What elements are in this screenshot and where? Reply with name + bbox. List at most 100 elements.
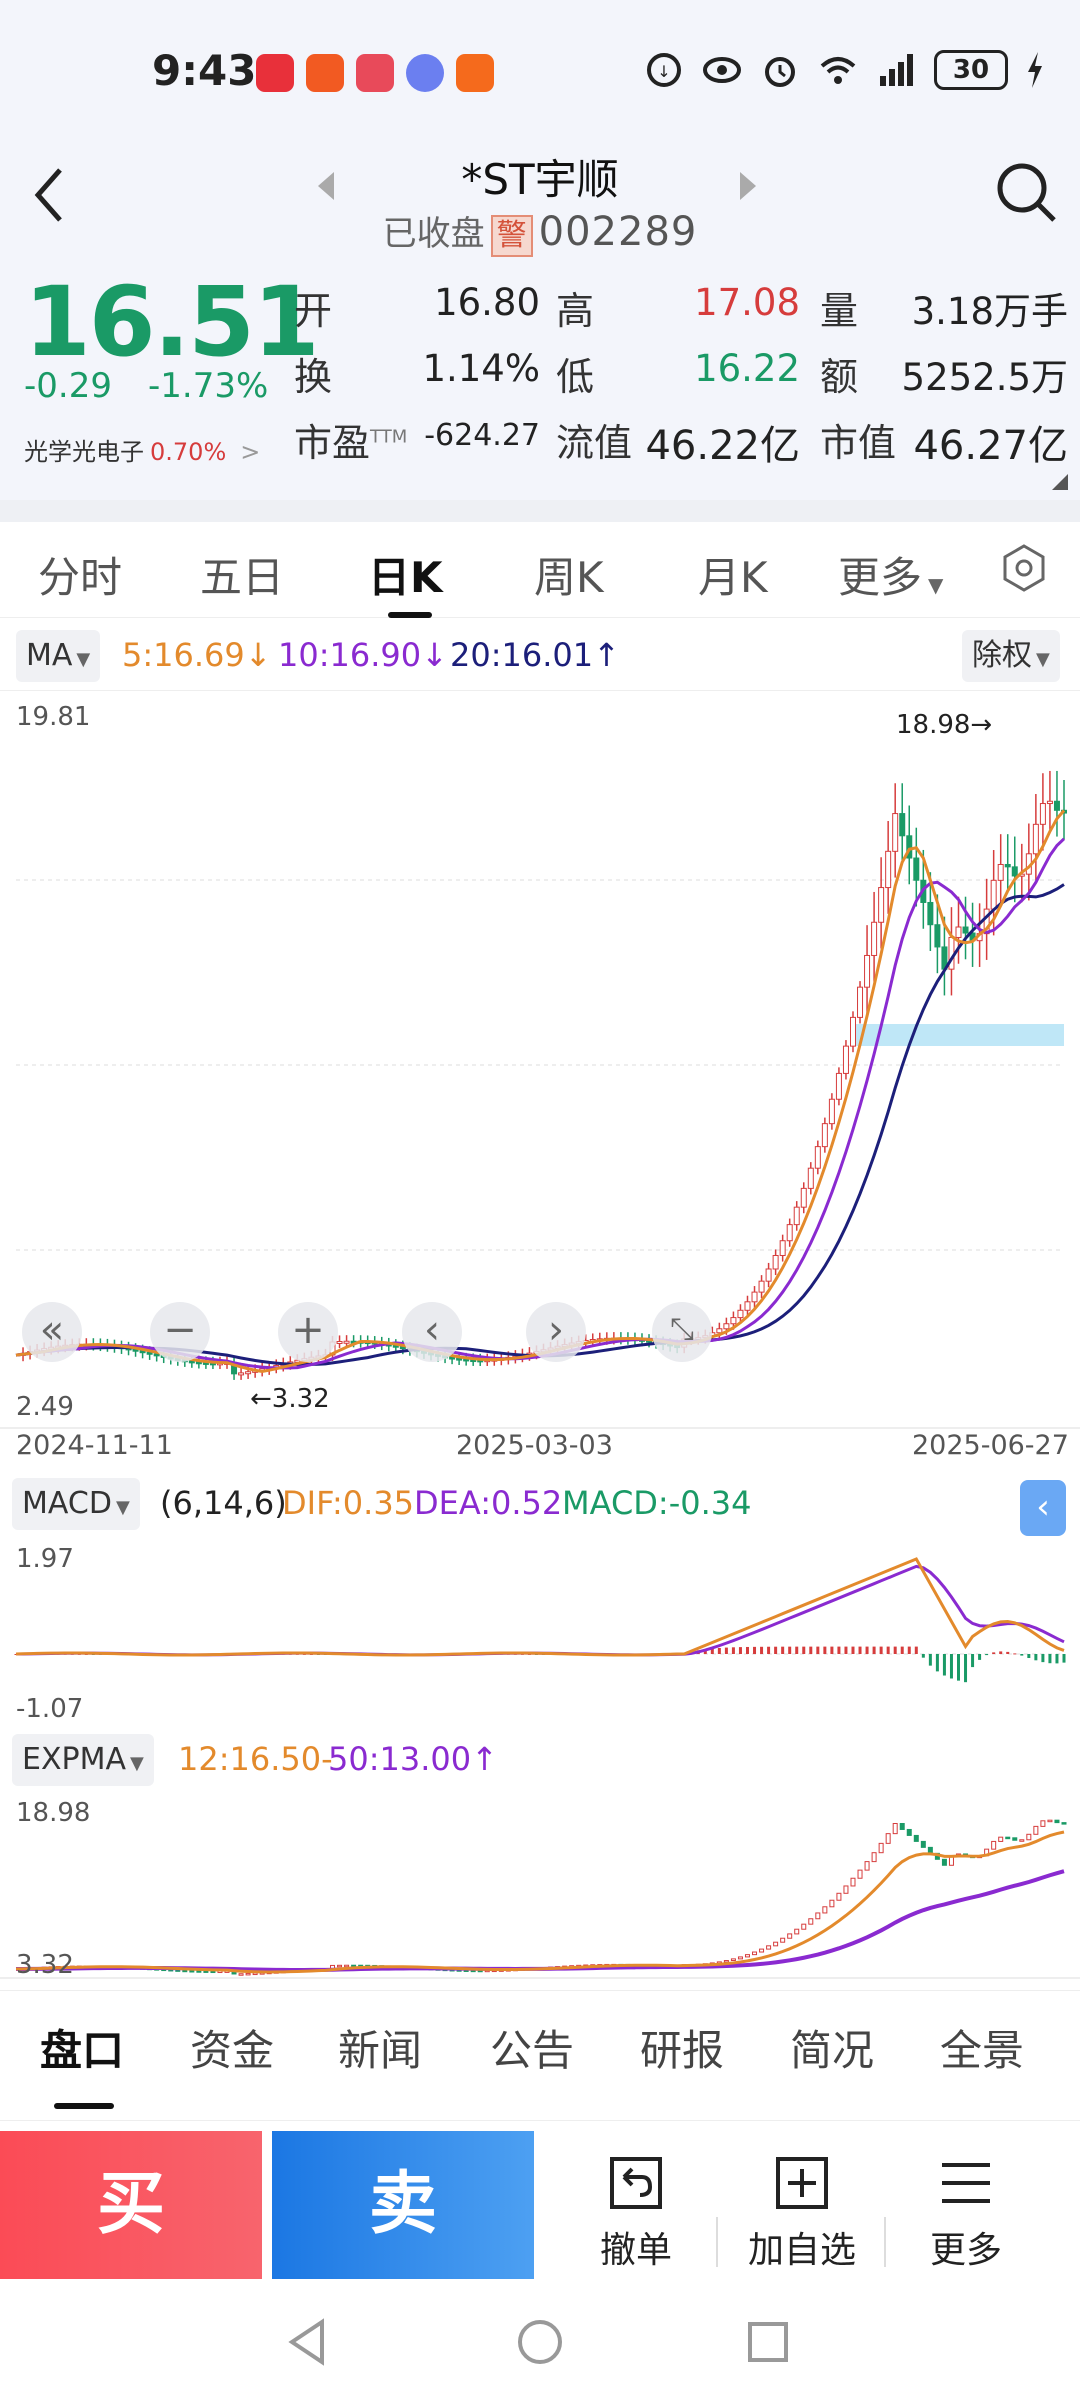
nav-recents-icon[interactable]: [738, 2312, 798, 2372]
app-notification-icon: [456, 54, 494, 92]
candle-body: [1039, 803, 1046, 825]
scroll-right-button[interactable]: ›: [526, 1302, 586, 1362]
macd-bar: [1034, 1654, 1038, 1661]
macd-selector[interactable]: MACD ▼: [12, 1478, 140, 1530]
tab-funds[interactable]: 资金: [190, 2026, 275, 2075]
expma-candle: [1040, 1820, 1046, 1827]
tab-research[interactable]: 研报: [640, 2026, 725, 2075]
tab-weekly-k[interactable]: 周K: [534, 553, 604, 602]
nav-back-icon[interactable]: [278, 2312, 338, 2372]
macd-bar: [823, 1646, 827, 1654]
field-label-pe: 市盈TTM: [294, 412, 407, 467]
macd-bar: [999, 1651, 1003, 1654]
ma5-line: [15, 809, 1066, 1374]
candle-body: [857, 986, 864, 1018]
zoom-in-button[interactable]: +: [278, 1302, 338, 1362]
expma-candle: [815, 1912, 821, 1920]
candle-body: [849, 1016, 856, 1047]
zoom-out-far-button[interactable]: «: [22, 1302, 82, 1362]
macd-bar: [851, 1646, 855, 1654]
last-price: 16.51: [24, 266, 320, 378]
tab-more[interactable]: 更多 ▼: [838, 544, 943, 605]
prev-stock-icon[interactable]: [318, 172, 334, 200]
candle-body: [737, 1309, 744, 1319]
expma-candle: [1026, 1833, 1032, 1841]
expand-corner-icon[interactable]: [1052, 474, 1068, 490]
expma-50: 50:13.00↑: [328, 1740, 498, 1778]
chart-settings-icon[interactable]: [998, 542, 1050, 594]
expma-candle: [998, 1836, 1004, 1842]
tab-intraday[interactable]: 分时: [38, 553, 123, 602]
macd-bar: [710, 1648, 714, 1654]
wifi-icon: [820, 57, 856, 84]
macd-bar: [816, 1646, 820, 1654]
field-value-market-cap: 46.27亿: [913, 423, 1068, 469]
sector-link[interactable]: 光学光电子 0.70% >: [24, 432, 260, 467]
app-notification-icon: [356, 54, 394, 92]
chevron-right-icon: >: [240, 438, 261, 466]
y-axis-min: 2.49: [16, 1392, 74, 1422]
tab-news[interactable]: 新闻: [338, 2026, 423, 2075]
add-watchlist-button[interactable]: 加自选: [742, 2153, 862, 2273]
field-label-turnover: 换: [294, 355, 333, 399]
tab-five-day[interactable]: 五日: [200, 553, 285, 602]
expma-candle: [1033, 1825, 1039, 1835]
expma-candle: [801, 1923, 807, 1930]
tab-daily-k[interactable]: 日K: [368, 553, 443, 602]
field-value-low: 16.22: [694, 347, 800, 390]
collapse-panel-button[interactable]: ‹: [1020, 1480, 1066, 1536]
field-value-turnover: 1.14%: [422, 347, 540, 390]
candle-body: [835, 1072, 842, 1100]
pe-ttm-label: TTM: [370, 426, 408, 448]
expma-candle: [843, 1885, 849, 1894]
sell-button[interactable]: 卖: [272, 2131, 534, 2279]
field-value-open: 16.80: [434, 281, 540, 324]
tab-announcements[interactable]: 公告: [490, 2026, 575, 2075]
expma-candle: [892, 1822, 898, 1835]
macd-bar: [985, 1654, 989, 1656]
candle-body: [927, 901, 934, 926]
system-nav-bar: [0, 2282, 1080, 2400]
zoom-out-button[interactable]: −: [150, 1302, 210, 1362]
adjust-selector[interactable]: 除权 ▼: [962, 630, 1060, 682]
search-icon[interactable]: [992, 158, 1062, 228]
expma-candle: [238, 1973, 244, 1976]
more-button[interactable]: 更多: [906, 2153, 1026, 2273]
expma-candle: [337, 1964, 343, 1968]
tab-order-book[interactable]: 盘口: [40, 2026, 125, 2075]
expma-candle: [773, 1941, 779, 1947]
date-label-mid: 2025-03-03: [456, 1430, 613, 1461]
tab-panorama[interactable]: 全景: [940, 2026, 1025, 2075]
macd-bar: [978, 1654, 982, 1660]
macd-bar: [949, 1654, 953, 1679]
y-axis-max: 19.81: [16, 702, 91, 732]
nav-home-icon[interactable]: [510, 2312, 570, 2372]
fullscreen-button[interactable]: ⤡: [652, 1302, 712, 1362]
app-notification-icon: [256, 54, 294, 92]
candle-body: [955, 926, 962, 938]
macd-chart: [14, 1557, 1066, 1683]
macd-bar: [760, 1646, 764, 1654]
tab-profile[interactable]: 简况: [790, 2026, 875, 2075]
macd-bar: [1048, 1654, 1052, 1664]
expma-candle: [864, 1861, 870, 1871]
menu-icon: [942, 2163, 990, 2203]
next-stock-icon[interactable]: [740, 172, 756, 200]
expma-selector[interactable]: EXPMA ▼: [12, 1734, 154, 1786]
macd-dea: DEA:0.52: [414, 1484, 563, 1522]
active-tab-indicator: [54, 2103, 114, 2109]
macd-bar: [886, 1646, 890, 1654]
tab-monthly-k[interactable]: 月K: [698, 553, 768, 602]
buy-button[interactable]: 买: [0, 2131, 262, 2279]
ma-selector[interactable]: MA ▼: [16, 630, 101, 682]
back-arrow-icon[interactable]: [20, 160, 80, 230]
macd-bar: [767, 1646, 771, 1654]
field-value-amount: 5252.5万: [901, 356, 1068, 399]
change-percent: -1.73%: [147, 366, 269, 406]
expma-candle: [1047, 1819, 1053, 1823]
ma-selector-label: MA: [26, 638, 73, 673]
scroll-left-button[interactable]: ‹: [402, 1302, 462, 1362]
stock-code: 002289: [538, 209, 698, 255]
cancel-order-button[interactable]: 撤单: [576, 2153, 696, 2273]
macd-bar: [738, 1647, 742, 1654]
